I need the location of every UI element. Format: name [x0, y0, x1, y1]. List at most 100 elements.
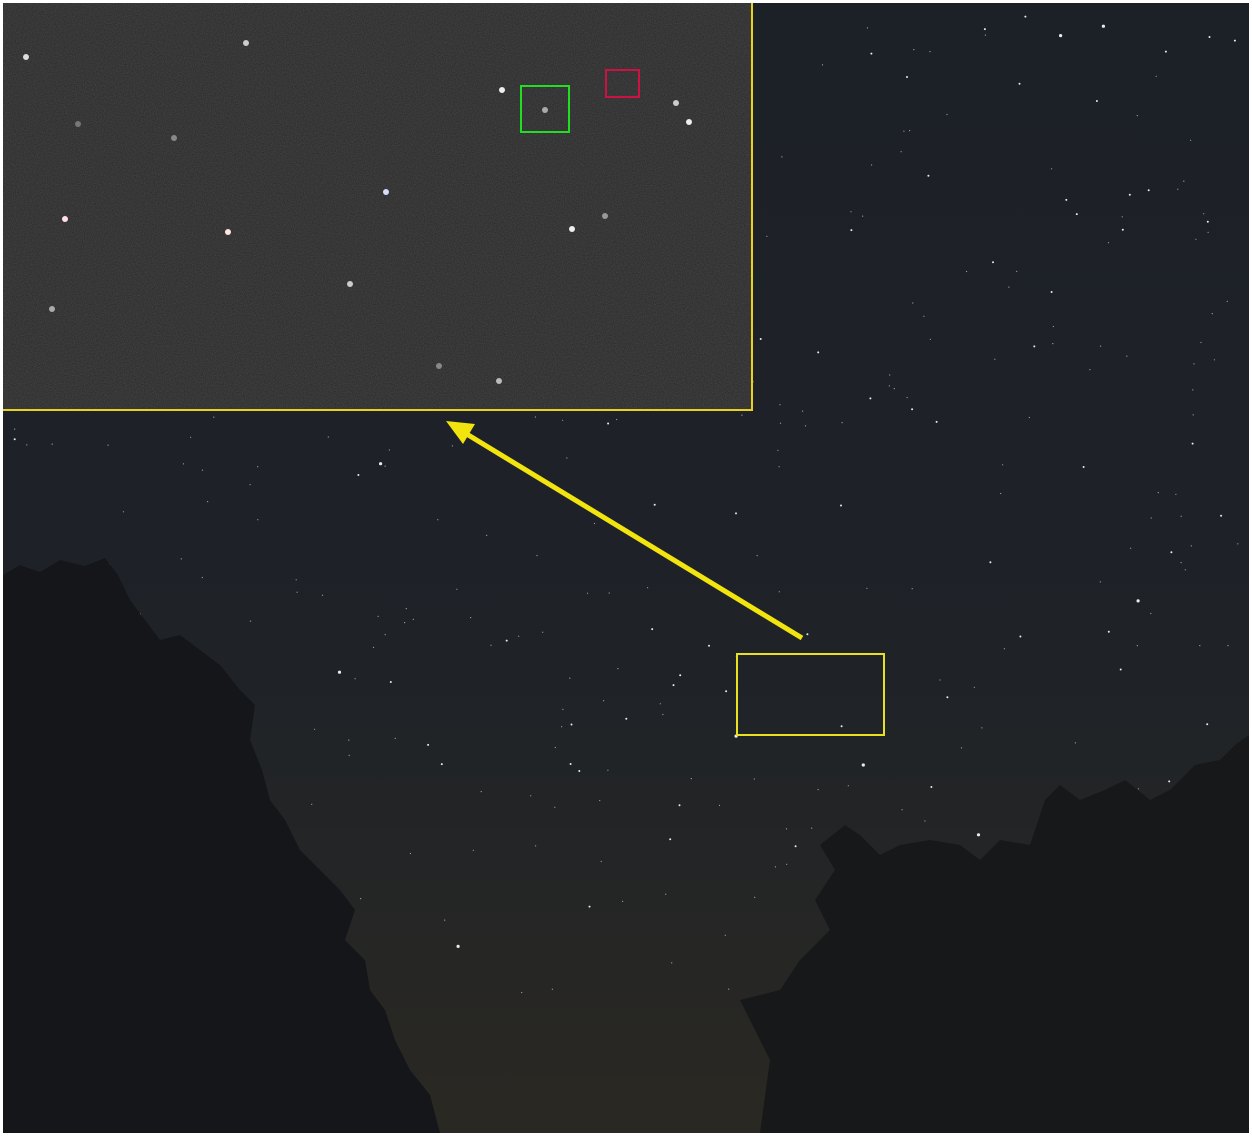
star [930, 339, 931, 340]
star [1193, 363, 1194, 364]
star [257, 519, 258, 520]
star [946, 696, 948, 698]
star [1199, 645, 1200, 646]
star [786, 828, 787, 829]
star [1208, 232, 1209, 233]
star [862, 763, 865, 766]
star [1096, 100, 1098, 102]
star [719, 805, 720, 806]
star [410, 853, 411, 854]
star [357, 474, 359, 476]
star [437, 519, 438, 520]
star [250, 621, 251, 622]
star [766, 236, 767, 237]
star [1122, 229, 1124, 231]
star [779, 591, 780, 592]
star [781, 156, 782, 157]
star [561, 726, 562, 727]
star [481, 791, 482, 792]
star [779, 466, 780, 467]
star [1076, 213, 1078, 215]
star [1212, 313, 1213, 314]
star [1177, 189, 1178, 190]
inset-star [347, 281, 353, 287]
star [297, 592, 298, 593]
star [566, 457, 567, 458]
star [1019, 636, 1021, 638]
inset-star [243, 40, 249, 46]
star [123, 511, 124, 512]
star [654, 504, 656, 506]
star [457, 945, 460, 948]
star [1053, 326, 1054, 327]
star [190, 437, 191, 438]
star [589, 906, 591, 908]
star [390, 681, 392, 683]
star [811, 828, 812, 829]
star [912, 302, 913, 303]
star [52, 444, 53, 445]
star [866, 588, 867, 589]
star [616, 419, 617, 420]
star [213, 417, 214, 418]
star [535, 845, 536, 846]
star [647, 587, 648, 588]
star [1137, 115, 1138, 116]
star [927, 175, 929, 177]
star [1100, 346, 1101, 347]
star [912, 588, 913, 589]
star [1126, 356, 1127, 357]
star [349, 755, 350, 756]
star [314, 729, 315, 730]
star [554, 807, 555, 808]
inset-star [602, 213, 608, 219]
star [202, 470, 203, 471]
star [871, 164, 872, 165]
star [862, 216, 863, 217]
star [555, 747, 556, 748]
star [1122, 216, 1123, 217]
star [569, 678, 570, 679]
star [1234, 40, 1236, 42]
star [1008, 287, 1009, 288]
star [902, 809, 903, 810]
star [911, 408, 913, 410]
star [818, 789, 819, 790]
star [1083, 466, 1085, 468]
star [413, 619, 414, 620]
star [1000, 493, 1001, 494]
star [780, 423, 781, 424]
star [607, 423, 609, 425]
inset-star [171, 135, 177, 141]
star [961, 747, 962, 748]
star [1192, 389, 1193, 390]
star [389, 449, 390, 450]
star [870, 53, 872, 55]
inset-star [62, 216, 68, 222]
star [1237, 543, 1238, 544]
star [1051, 291, 1053, 293]
star [869, 397, 871, 399]
star [901, 151, 902, 152]
star [907, 397, 908, 398]
star [1108, 631, 1110, 633]
star [427, 744, 429, 746]
star [760, 338, 762, 340]
star [992, 261, 994, 263]
star [622, 901, 623, 902]
star [889, 374, 890, 375]
star [725, 935, 726, 936]
star [1200, 342, 1201, 343]
star [1191, 545, 1192, 546]
star [594, 523, 595, 524]
star [1129, 194, 1131, 196]
star [1220, 515, 1222, 517]
star [530, 795, 531, 796]
star [691, 778, 692, 779]
star [1059, 34, 1062, 37]
star [757, 555, 758, 556]
star [562, 420, 563, 421]
star [257, 466, 258, 467]
star [207, 501, 208, 502]
star [806, 633, 808, 635]
